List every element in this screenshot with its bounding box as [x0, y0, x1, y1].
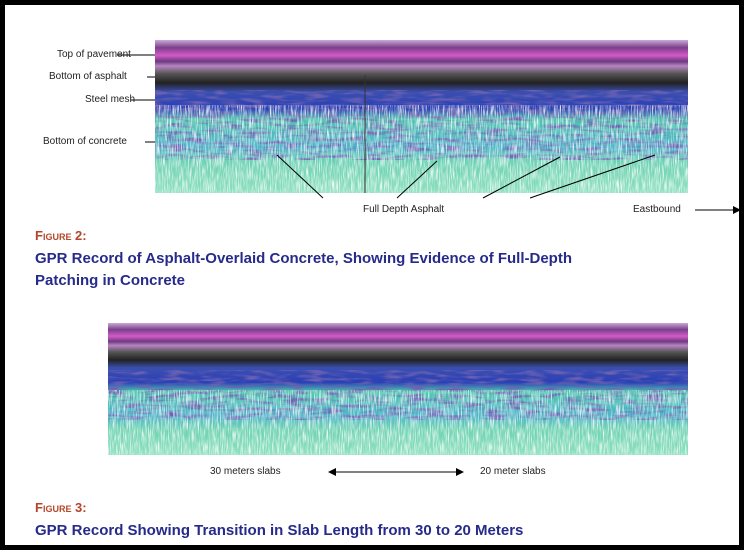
caption-line: GPR Record Showing Transition in Slab Le…	[35, 522, 523, 540]
annotation: Full Depth Asphalt	[363, 204, 444, 216]
layer-label: Bottom of asphalt	[49, 71, 127, 83]
layer-label: Steel mesh	[85, 94, 135, 106]
annotation: 20 meter slabs	[480, 466, 546, 478]
gpr-image-2	[155, 40, 688, 193]
layer-label: Top of pavement	[57, 49, 131, 61]
gpr-image-3	[108, 323, 688, 455]
layer-label: Bottom of concrete	[43, 136, 127, 148]
figure-label: Figure 2:	[35, 230, 87, 242]
page: Top of pavement Bottom of asphalt Steel …	[0, 0, 744, 550]
figure-label: Figure 3:	[35, 502, 87, 514]
annotation: Eastbound	[633, 204, 681, 216]
caption-line: Patching in Concrete	[35, 272, 185, 290]
caption-line: GPR Record of Asphalt-Overlaid Concrete,…	[35, 250, 572, 268]
annotation: 30 meters slabs	[210, 466, 281, 478]
